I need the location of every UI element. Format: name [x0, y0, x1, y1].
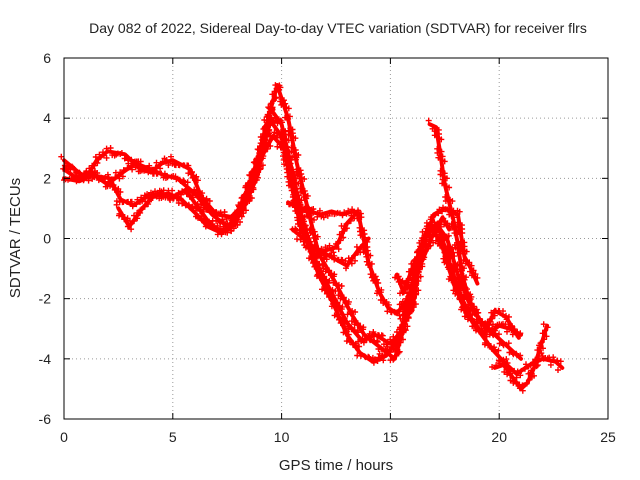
series-track-8	[489, 321, 551, 394]
x-axis-label: GPS time / hours	[279, 457, 393, 474]
series-markers	[286, 201, 356, 221]
series-markers	[398, 215, 453, 317]
x-tick-label: 10	[274, 429, 290, 445]
y-tick-label: 6	[43, 50, 51, 66]
y-tick-label: -2	[39, 291, 52, 307]
x-tick-label: 25	[600, 429, 616, 445]
x-axis: 0 5 10 15 20 25	[60, 58, 616, 445]
y-axis: -6 -4 -2 0 2 4 6	[39, 50, 608, 427]
x-tick-label: 0	[60, 429, 68, 445]
series-track-4	[113, 117, 413, 319]
y-tick-label: 4	[43, 110, 51, 126]
series-track-5	[289, 225, 371, 272]
series-markers	[289, 225, 371, 272]
series-markers	[113, 117, 413, 319]
x-tick-label: 20	[491, 429, 507, 445]
y-tick-label: -4	[39, 351, 52, 367]
y-axis-label: SDTVAR / TECUs	[7, 178, 24, 298]
series-track-6	[286, 200, 356, 221]
series-track-7	[425, 117, 523, 338]
series-track-10	[398, 215, 453, 317]
series-markers	[489, 321, 551, 394]
y-tick-label: 0	[43, 231, 51, 247]
x-tick-label: 5	[169, 429, 177, 445]
series-track-9	[392, 204, 481, 297]
series-markers	[392, 204, 481, 297]
data-series	[58, 82, 565, 394]
chart-title: Day 082 of 2022, Sidereal Day-to-day VTE…	[89, 20, 587, 36]
x-tick-label: 15	[383, 429, 399, 445]
y-tick-label: 2	[43, 170, 51, 186]
y-tick-label: -6	[39, 411, 52, 427]
